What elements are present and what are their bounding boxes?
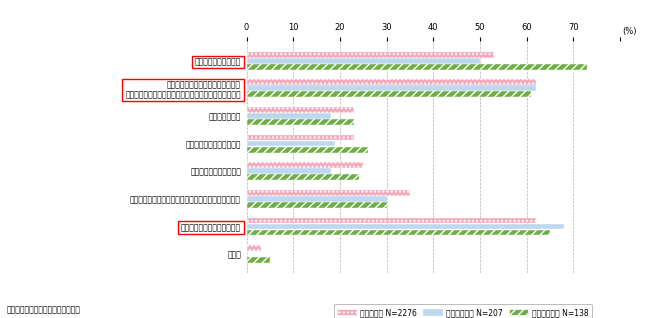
Bar bbox=[247, 52, 494, 58]
Bar bbox=[247, 196, 387, 202]
Text: (%): (%) bbox=[622, 27, 637, 36]
Bar bbox=[247, 224, 564, 229]
Bar bbox=[247, 107, 354, 113]
Bar bbox=[247, 190, 410, 196]
Bar bbox=[247, 162, 363, 168]
Bar bbox=[247, 147, 368, 153]
Bar bbox=[247, 92, 531, 97]
Legend: 全業種合計 N=2276, 卸売・小売業 N=207, 飲食・宿泊業 N=138: 全業種合計 N=2276, 卸売・小売業 N=207, 飲食・宿泊業 N=138 bbox=[334, 304, 593, 318]
Bar bbox=[247, 257, 270, 263]
Bar bbox=[247, 86, 536, 91]
Bar bbox=[247, 230, 550, 236]
Bar bbox=[247, 245, 261, 251]
Bar bbox=[247, 202, 387, 208]
Bar bbox=[247, 58, 480, 64]
Text: 資料）国土交通省事業者アンケート: 資料）国土交通省事業者アンケート bbox=[6, 306, 80, 315]
Bar bbox=[247, 113, 330, 119]
Bar bbox=[247, 119, 354, 125]
Bar bbox=[247, 135, 354, 141]
Bar bbox=[247, 168, 330, 174]
Bar bbox=[247, 64, 587, 70]
Bar bbox=[247, 79, 536, 85]
Bar bbox=[247, 174, 358, 180]
Bar bbox=[247, 218, 536, 223]
Bar bbox=[247, 141, 336, 147]
